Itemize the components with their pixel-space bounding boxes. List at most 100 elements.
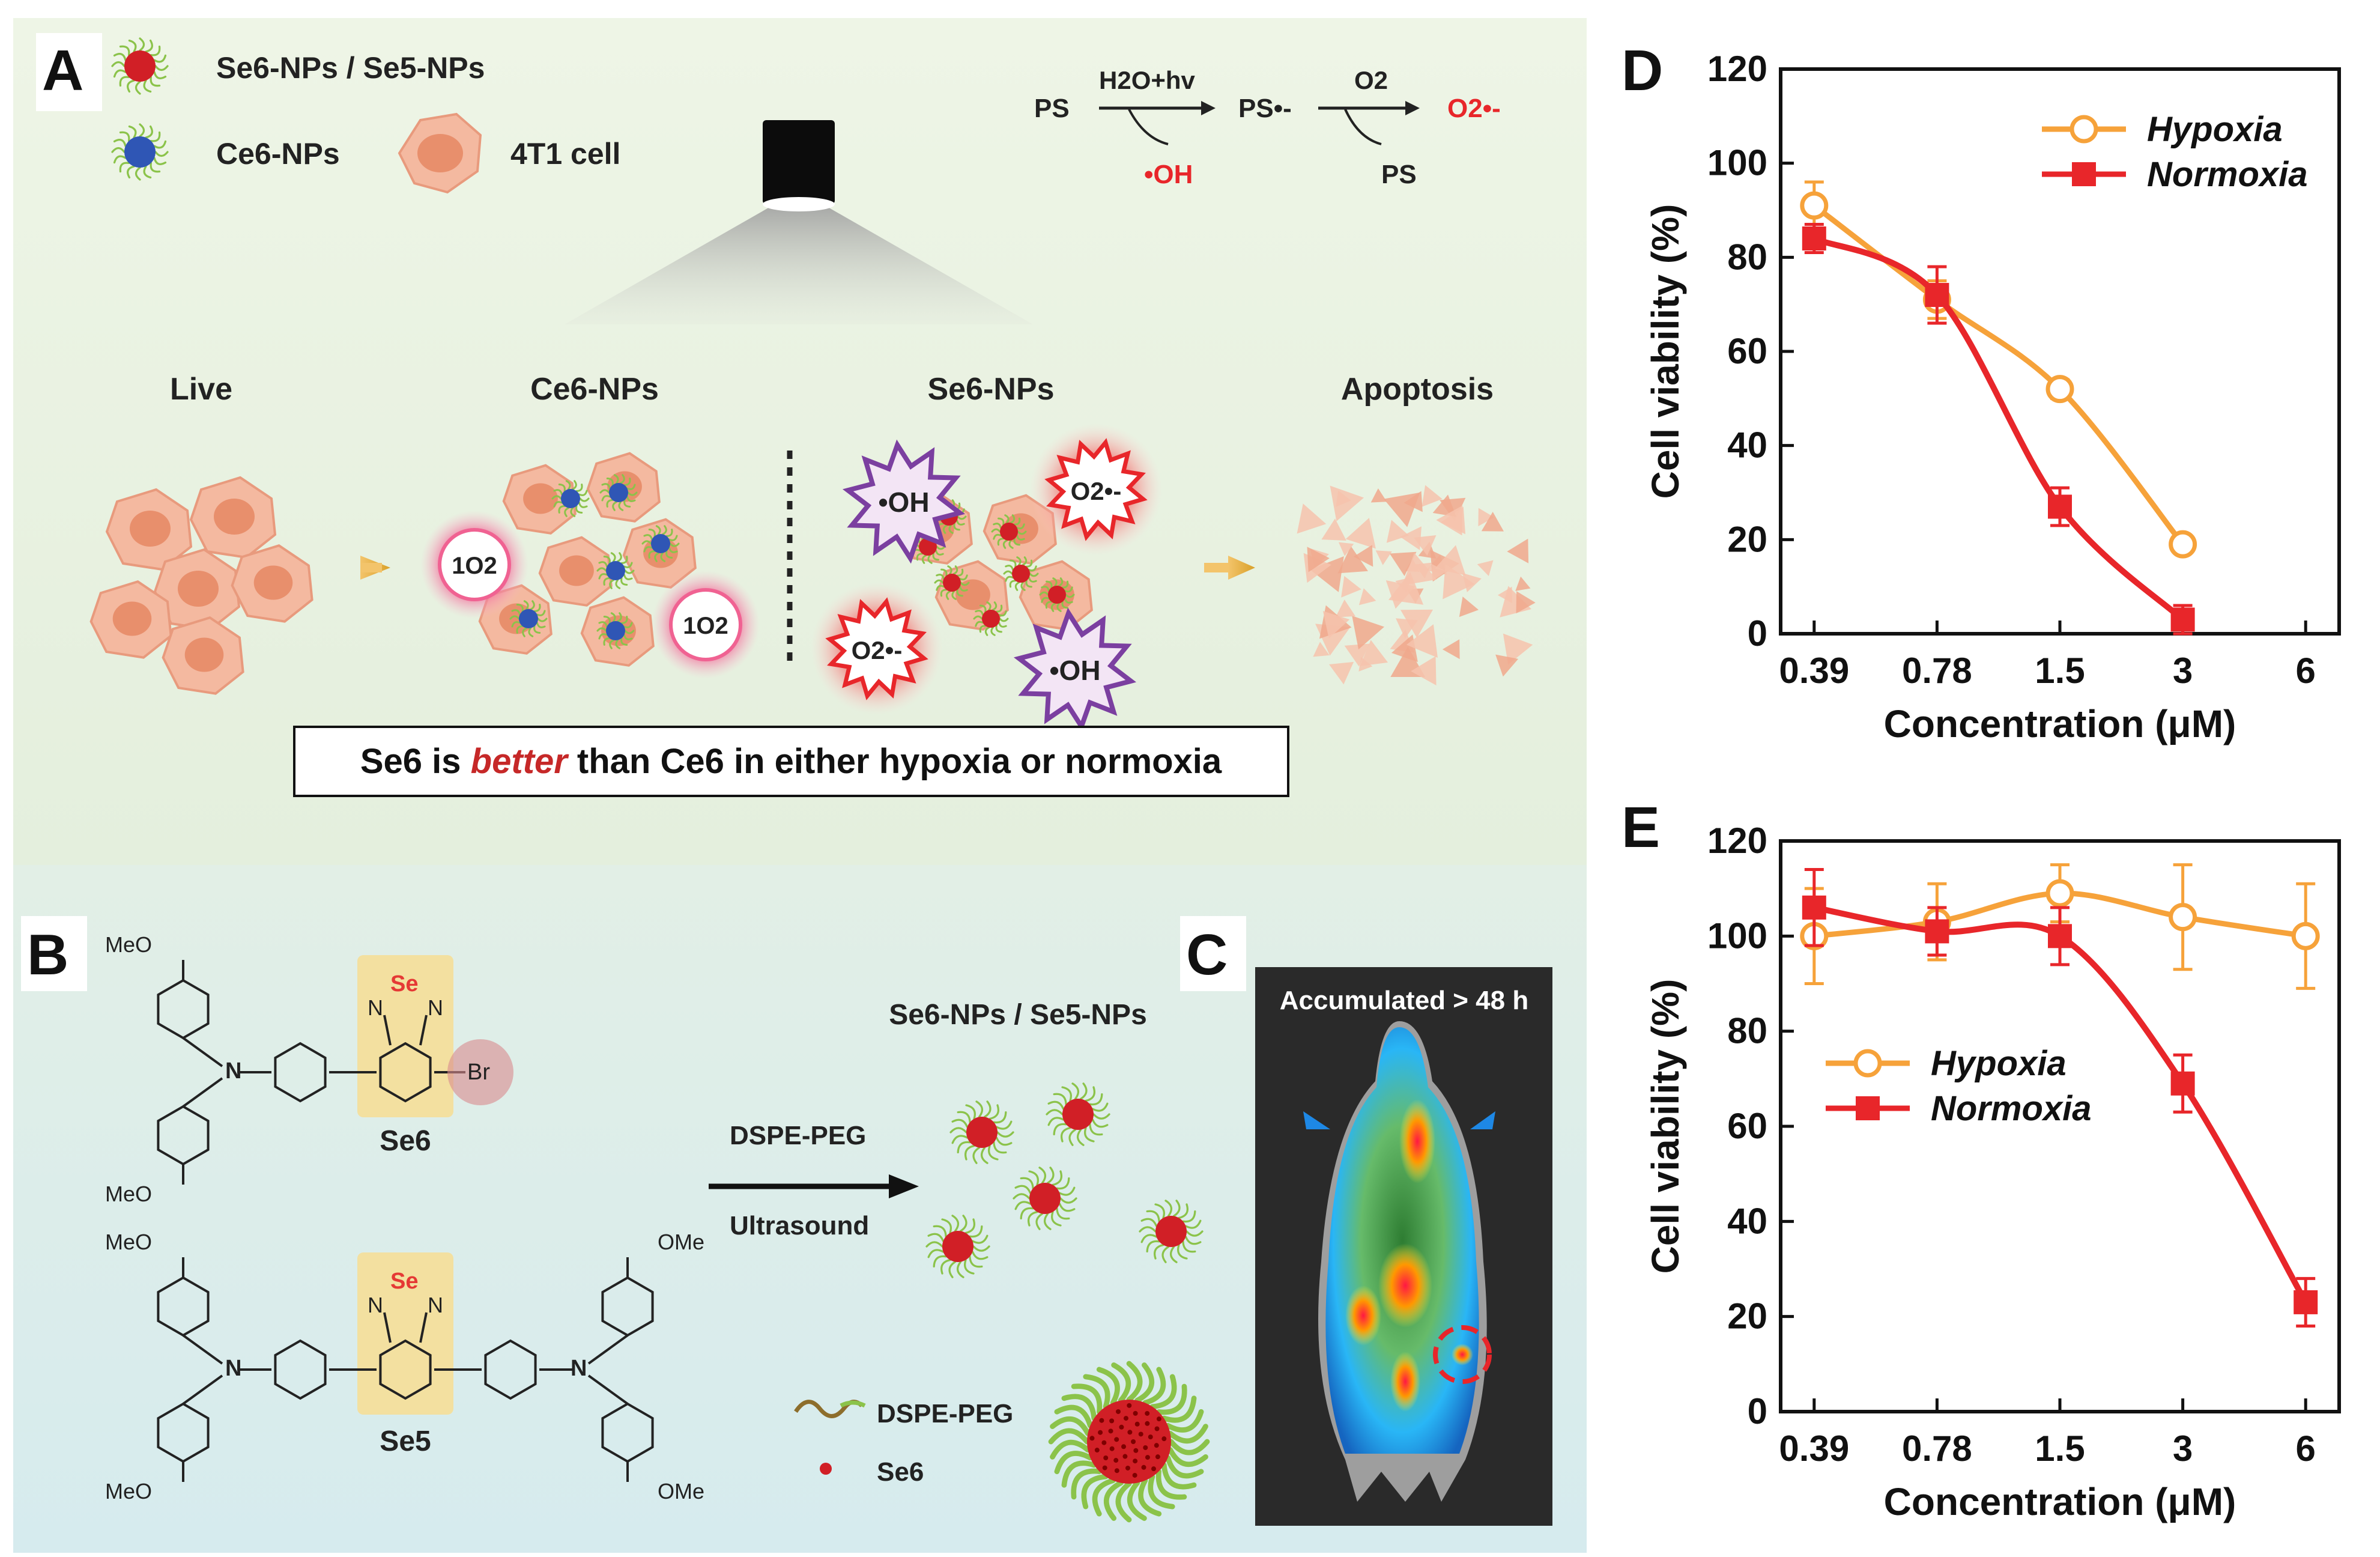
peg-chain (641, 540, 652, 545)
peg-chain (1020, 581, 1026, 591)
peg-chain (1046, 1167, 1055, 1185)
cell-fragment (1442, 639, 1460, 660)
ros-burst (842, 439, 966, 564)
ros-burst (1044, 438, 1148, 541)
cell-nucleus (523, 483, 558, 514)
peg-chain (940, 1258, 951, 1275)
benzene-ring (379, 1339, 432, 1400)
peg-chain (1089, 1093, 1103, 1106)
peg-chain (951, 1118, 969, 1128)
apoptotic-fragments (1297, 485, 1536, 685)
se6-dot (1133, 1458, 1138, 1464)
chart-e: 0 20 40 60 80 100 120 0.39 0.78 1.5 3 6 Concentratio… (1644, 821, 2341, 1523)
hotspot-upper (1399, 1099, 1435, 1183)
data-point-hypoxia (2045, 375, 2074, 404)
se6-dot (1094, 1448, 1100, 1453)
panel-c-label: C (1186, 923, 1228, 987)
peg-chain (1064, 586, 1073, 593)
y-tick-label: 80 (1727, 1011, 1767, 1051)
cell-nucleus (214, 499, 255, 535)
peg-chain (933, 1225, 947, 1237)
peg-chain (570, 507, 576, 517)
tumor-cell (189, 476, 277, 559)
peg-chain (1054, 1404, 1093, 1428)
peg-chain (1161, 1245, 1170, 1263)
nanoparticle-core (124, 50, 156, 82)
cell-fragment (1495, 654, 1519, 677)
peg-chain (669, 542, 680, 547)
conclusion-box (293, 726, 1289, 797)
nanoparticle-core (606, 621, 625, 640)
peg-chain (964, 1258, 975, 1275)
peg-chain (620, 474, 625, 484)
panel-d-label-box (1618, 33, 1691, 108)
peg-chain (119, 45, 130, 56)
y-tick-label: 100 (1707, 143, 1767, 183)
series-line-hypoxia (1812, 203, 2185, 546)
peg-chain (153, 71, 167, 79)
peg-chain (1041, 586, 1050, 592)
nanoparticle (596, 612, 635, 649)
se6-dot (1156, 1416, 1161, 1422)
large-nanoparticle (1048, 1361, 1210, 1523)
peg-chain (1111, 1362, 1131, 1403)
peg-chain (1014, 581, 1020, 591)
peg-chain (1167, 1424, 1208, 1444)
peg-chain (111, 147, 126, 153)
peg-chain (956, 520, 965, 526)
peg-chain (153, 54, 167, 63)
peg-chain (999, 618, 1009, 622)
peg-chain (972, 1146, 981, 1164)
panel-d-label: D (1621, 38, 1663, 103)
peg-chain (603, 556, 611, 564)
x-tick-label: 0.39 (1779, 1428, 1849, 1469)
peg-chain (1010, 514, 1016, 524)
nanoparticle (1039, 577, 1075, 612)
y-tick-label: 80 (1727, 237, 1767, 277)
cell-fragment (1406, 624, 1438, 658)
nanoparticle (596, 552, 635, 589)
peg-chain (128, 39, 137, 53)
np-red-legend-icon (111, 37, 169, 95)
peg-chain (558, 505, 566, 514)
peg-chain (965, 1104, 976, 1120)
cell-fragment (1370, 488, 1387, 503)
peg-chain (615, 639, 621, 649)
se5-n-right: N (428, 1293, 443, 1317)
y-tick-label: 120 (1707, 49, 1767, 89)
peg-chain (139, 37, 145, 52)
peg-chain (940, 589, 948, 597)
peg-chain (598, 621, 608, 628)
peg-chain (1184, 1219, 1202, 1229)
se6-dot (1145, 1421, 1150, 1426)
peg-chain (1035, 1212, 1044, 1230)
peg-chain (957, 1260, 964, 1278)
peg-chain (1142, 1367, 1166, 1406)
lamp-body (763, 120, 835, 204)
peg-chain (530, 600, 535, 610)
hydroxyl-burst-1: •OH (842, 439, 966, 564)
tumor-cell (502, 464, 577, 535)
legend-label-normoxia: Normoxia (2147, 155, 2308, 194)
se5-meo-bottom: MeO (105, 1479, 152, 1504)
panel-e-label: E (1621, 795, 1660, 860)
peg-chain (596, 567, 607, 572)
peg-chain (1053, 1123, 1067, 1136)
se6-dot (1148, 1434, 1153, 1440)
cell-fragment (1481, 511, 1504, 532)
peg-chain (960, 581, 970, 586)
ce6-cell-cluster: 1O2 1O2 (420, 452, 760, 679)
peg-chain (1081, 1474, 1109, 1510)
se6-name: Se6 (380, 1125, 431, 1157)
peg-chain (932, 553, 939, 561)
peg-chain (609, 579, 614, 589)
peg-chain (1115, 1481, 1132, 1523)
peg-chain (1155, 1469, 1187, 1500)
se6-dot (1141, 1464, 1146, 1470)
peg-chain (1156, 1383, 1187, 1415)
se6-dot (1109, 1446, 1115, 1451)
arrow-bottom-label: Ultrasound (730, 1211, 869, 1240)
cell-fragment (1443, 564, 1475, 599)
cell-fragment (1383, 492, 1420, 527)
peg-chain (598, 633, 608, 640)
